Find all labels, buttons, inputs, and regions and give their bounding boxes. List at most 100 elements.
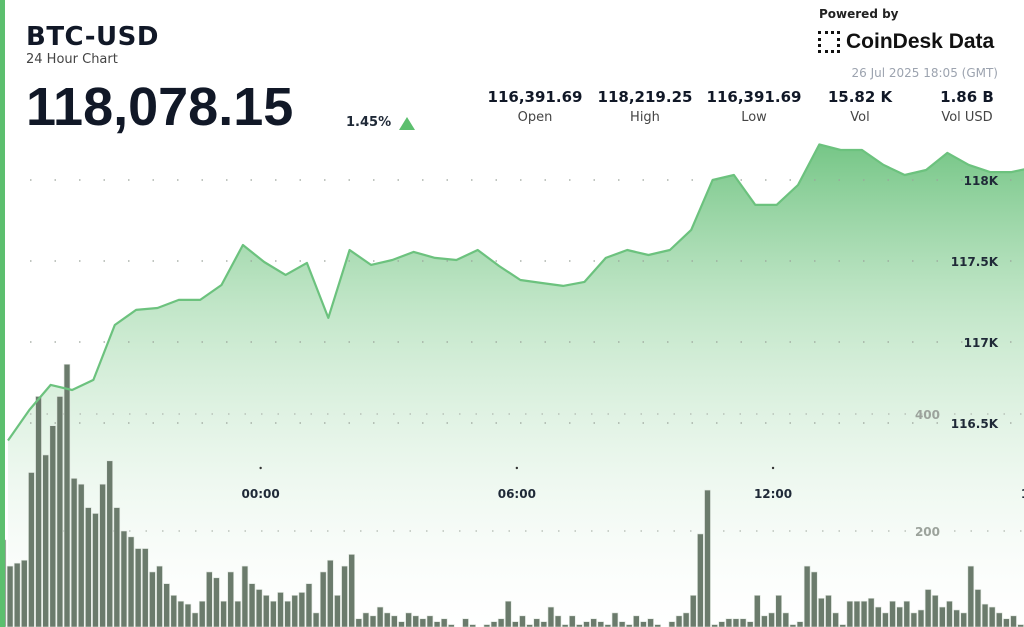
stat-label: Vol USD bbox=[941, 110, 993, 125]
volume-bar bbox=[675, 615, 683, 627]
stat-vol-usd: 1.86 B Vol USD bbox=[912, 88, 1022, 125]
volume-bar bbox=[490, 621, 498, 627]
volume-bar bbox=[1003, 618, 1010, 627]
volume-bar bbox=[127, 536, 135, 627]
volume-bar bbox=[113, 507, 121, 627]
volume-bar bbox=[704, 489, 711, 627]
volume-bar bbox=[241, 565, 249, 627]
volume-bar bbox=[853, 600, 861, 627]
stat-low: 116,391.69 Low bbox=[699, 88, 809, 125]
volume-bar bbox=[355, 618, 363, 627]
time-axis-label: 12:00 bbox=[754, 487, 792, 501]
volume-bar bbox=[746, 621, 754, 627]
volume-bar bbox=[1010, 615, 1017, 627]
volume-bar bbox=[810, 571, 818, 627]
stat-value: 116,391.69 bbox=[706, 88, 802, 106]
volume-bar bbox=[248, 583, 256, 627]
volume-bar bbox=[860, 600, 868, 627]
volume-bar bbox=[70, 478, 78, 627]
volume-bar bbox=[21, 559, 28, 627]
volume-bar bbox=[263, 595, 270, 627]
volume-bar bbox=[818, 597, 825, 627]
volume-bar bbox=[206, 571, 213, 627]
volume-bar bbox=[504, 600, 512, 627]
volume-bar bbox=[369, 615, 377, 627]
volume-bar bbox=[383, 612, 391, 627]
time-axis-label: 18 bbox=[1021, 487, 1024, 501]
volume-bar bbox=[981, 603, 989, 627]
volume-bar bbox=[198, 600, 206, 627]
timestamp: 26 Jul 2025 18:05 (GMT) bbox=[851, 66, 998, 80]
volume-bar bbox=[291, 595, 298, 627]
volume-bar bbox=[697, 533, 704, 627]
volume-bar bbox=[910, 612, 918, 627]
price-axis-label: 116.5K bbox=[951, 417, 999, 431]
volume-bar bbox=[184, 603, 192, 627]
stat-value: 1.86 B bbox=[940, 88, 994, 106]
volume-bar bbox=[796, 621, 804, 627]
volume-bar bbox=[270, 600, 277, 627]
volume-bar bbox=[739, 618, 747, 627]
volume-bar bbox=[405, 612, 412, 627]
volume-bar bbox=[35, 396, 42, 627]
volume-bar bbox=[690, 595, 697, 627]
volume-bar bbox=[177, 600, 185, 627]
volume-bar bbox=[931, 595, 939, 627]
volume-bar bbox=[889, 600, 896, 627]
x-tick-mark bbox=[771, 466, 775, 470]
volume-bar bbox=[327, 559, 334, 627]
volume-bar bbox=[120, 530, 128, 627]
volume-bar bbox=[725, 618, 733, 627]
volume-bar bbox=[754, 595, 761, 627]
volume-bar bbox=[298, 592, 306, 627]
volume-bar bbox=[903, 600, 911, 627]
volume-bar bbox=[341, 565, 348, 627]
volume-bar bbox=[618, 621, 626, 627]
volume-bar bbox=[77, 483, 85, 627]
volume-bar bbox=[825, 595, 832, 627]
volume-bar bbox=[611, 612, 619, 627]
volume-bar bbox=[967, 565, 975, 627]
volume-bar bbox=[334, 595, 341, 627]
stat-label: High bbox=[630, 110, 660, 125]
volume-bar bbox=[846, 600, 854, 627]
volume-bar bbox=[946, 600, 953, 627]
volume-bar bbox=[319, 571, 327, 627]
volume-bar bbox=[768, 612, 775, 627]
stat-value: 15.82 K bbox=[827, 88, 893, 106]
volume-bar bbox=[92, 513, 99, 627]
volume-bar bbox=[569, 615, 576, 627]
volume-axis-label: 400 bbox=[915, 408, 940, 422]
price-axis-label: 117.5K bbox=[951, 255, 999, 269]
volume-bar bbox=[583, 621, 590, 627]
x-tick-mark bbox=[259, 466, 262, 470]
volume-bar bbox=[191, 612, 199, 627]
stat-label: Vol bbox=[850, 110, 870, 125]
volume-bar bbox=[974, 589, 982, 627]
volume-bar bbox=[547, 606, 555, 627]
volume-bar bbox=[305, 583, 313, 627]
volume-bar bbox=[6, 565, 14, 627]
volume-bar bbox=[512, 621, 519, 627]
volume-bar bbox=[412, 615, 419, 627]
volume-bar bbox=[134, 548, 142, 627]
price-axis-label: 117K bbox=[964, 336, 999, 350]
price-area bbox=[8, 144, 1024, 627]
volume-bar bbox=[277, 592, 284, 627]
volume-bar bbox=[554, 615, 562, 627]
powered-by-label: Powered by bbox=[819, 7, 899, 21]
volume-bar bbox=[56, 396, 64, 627]
volume-bar bbox=[234, 600, 242, 627]
volume-bar bbox=[220, 600, 227, 627]
volume-bar bbox=[255, 589, 263, 627]
brand-name: CoinDesk Data bbox=[846, 30, 995, 53]
volume-bar bbox=[362, 612, 370, 627]
volume-axis-label: 200 bbox=[915, 525, 940, 539]
volume-bar bbox=[213, 577, 220, 627]
volume-bar bbox=[867, 597, 875, 627]
stat-label: Low bbox=[741, 110, 767, 125]
volume-bar bbox=[953, 609, 960, 627]
volume-bar bbox=[896, 606, 903, 627]
volume-bar bbox=[284, 600, 291, 627]
volume-bar bbox=[640, 621, 647, 627]
